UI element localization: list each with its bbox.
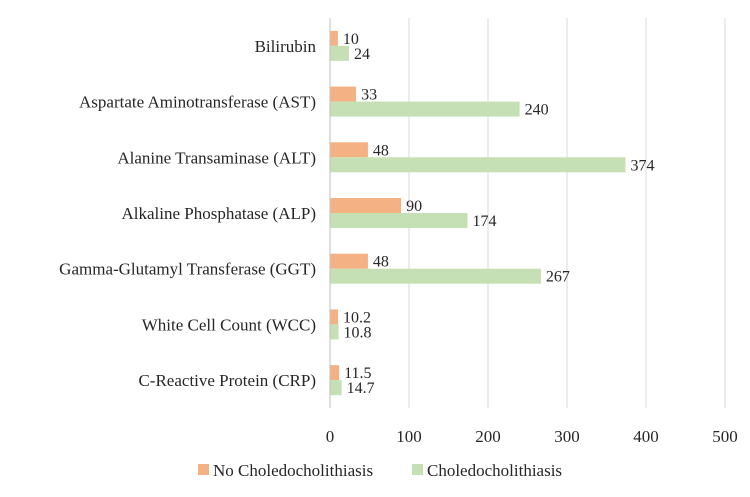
bar-no-choledocholithiasis-gamma-glutamyl-transferase-ggt [330,253,368,269]
bar-choledocholithiasis-bilirubin [330,45,349,61]
data-label-no-choledocholithiasis-bilirubin: 10 [343,31,359,48]
data-label-choledocholithiasis-white-cell-count-wcc: 10.8 [344,324,372,341]
data-label-no-choledocholithiasis-alanine-transaminase-alt: 48 [373,142,389,159]
bar-no-choledocholithiasis-alanine-transaminase-alt [330,142,368,158]
x-tick-labels: 0 100 200 300 400 500 [326,427,738,446]
bars [330,30,626,396]
category-label-white-cell-count-wcc: White Cell Count (WCC) [142,315,316,334]
x-tick-label-0: 0 [326,427,335,446]
data-label-no-choledocholithiasis-aspartate-aminotransferase-ast: 33 [361,87,377,104]
category-label-bilirubin: Bilirubin [255,37,317,56]
category-labels: Bilirubin Aspartate Aminotransferase (AST… [59,37,316,390]
data-label-choledocholithiasis-gamma-glutamyl-transferase-ggt: 267 [546,269,570,286]
x-tick-label-200: 200 [475,427,501,446]
category-label-gamma-glutamyl-transferase-ggt: Gamma-Glutamyl Transferase (GGT) [59,260,316,279]
category-label-c-reactive-protein-crp: C-Reactive Protein (CRP) [138,371,316,390]
bar-choledocholithiasis-white-cell-count-wcc [330,324,339,340]
data-label-no-choledocholithiasis-c-reactive-protein-crp: 11.5 [344,365,371,382]
data-label-no-choledocholithiasis-white-cell-count-wcc: 10.2 [343,309,371,326]
bar-no-choledocholithiasis-aspartate-aminotransferase-ast [330,86,357,102]
bar-no-choledocholithiasis-white-cell-count-wcc [330,309,339,325]
data-label-choledocholithiasis-c-reactive-protein-crp: 14.7 [347,380,375,397]
x-tick-label-300: 300 [554,427,580,446]
legend-swatch-no-choledocholithiasis [198,464,209,475]
legend-label-no-choledocholithiasis: No Choledocholithiasis [213,461,373,480]
data-label-choledocholithiasis-bilirubin: 24 [354,46,370,63]
category-label-alanine-transaminase-alt: Alanine Transaminase (ALT) [117,148,316,167]
x-tick-label-500: 500 [712,427,738,446]
bar-no-choledocholithiasis-alkaline-phosphatase-alp [330,198,402,213]
bar-choledocholithiasis-c-reactive-protein-crp [330,380,342,396]
category-label-alkaline-phosphatase-alp: Alkaline Phosphatase (ALP) [121,204,316,223]
legend-label-choledocholithiasis: Choledocholithiasis [427,461,562,480]
category-label-aspartate-aminotransferase-ast: Aspartate Aminotransferase (AST) [79,93,316,112]
bar-choledocholithiasis-alkaline-phosphatase-alp [330,213,468,228]
x-tick-label-100: 100 [396,427,422,446]
data-label-choledocholithiasis-aspartate-aminotransferase-ast: 240 [525,102,549,119]
bar-no-choledocholithiasis-bilirubin [330,30,338,46]
bar-choledocholithiasis-alanine-transaminase-alt [330,157,626,173]
data-label-choledocholithiasis-alkaline-phosphatase-alp: 174 [472,213,496,230]
data-label-no-choledocholithiasis-alkaline-phosphatase-alp: 90 [406,198,422,215]
bar-no-choledocholithiasis-c-reactive-protein-crp [330,365,340,381]
bar-choledocholithiasis-gamma-glutamyl-transferase-ggt [330,268,541,284]
legend: No Choledocholithiasis Choledocholithias… [198,461,562,480]
bar-choledocholithiasis-aspartate-aminotransferase-ast [330,101,520,117]
data-label-no-choledocholithiasis-gamma-glutamyl-transferase-ggt: 48 [373,254,389,271]
x-tick-label-400: 400 [633,427,659,446]
data-label-choledocholithiasis-alanine-transaminase-alt: 374 [630,157,654,174]
gridlines [408,18,726,408]
legend-swatch-choledocholithiasis [412,464,423,475]
